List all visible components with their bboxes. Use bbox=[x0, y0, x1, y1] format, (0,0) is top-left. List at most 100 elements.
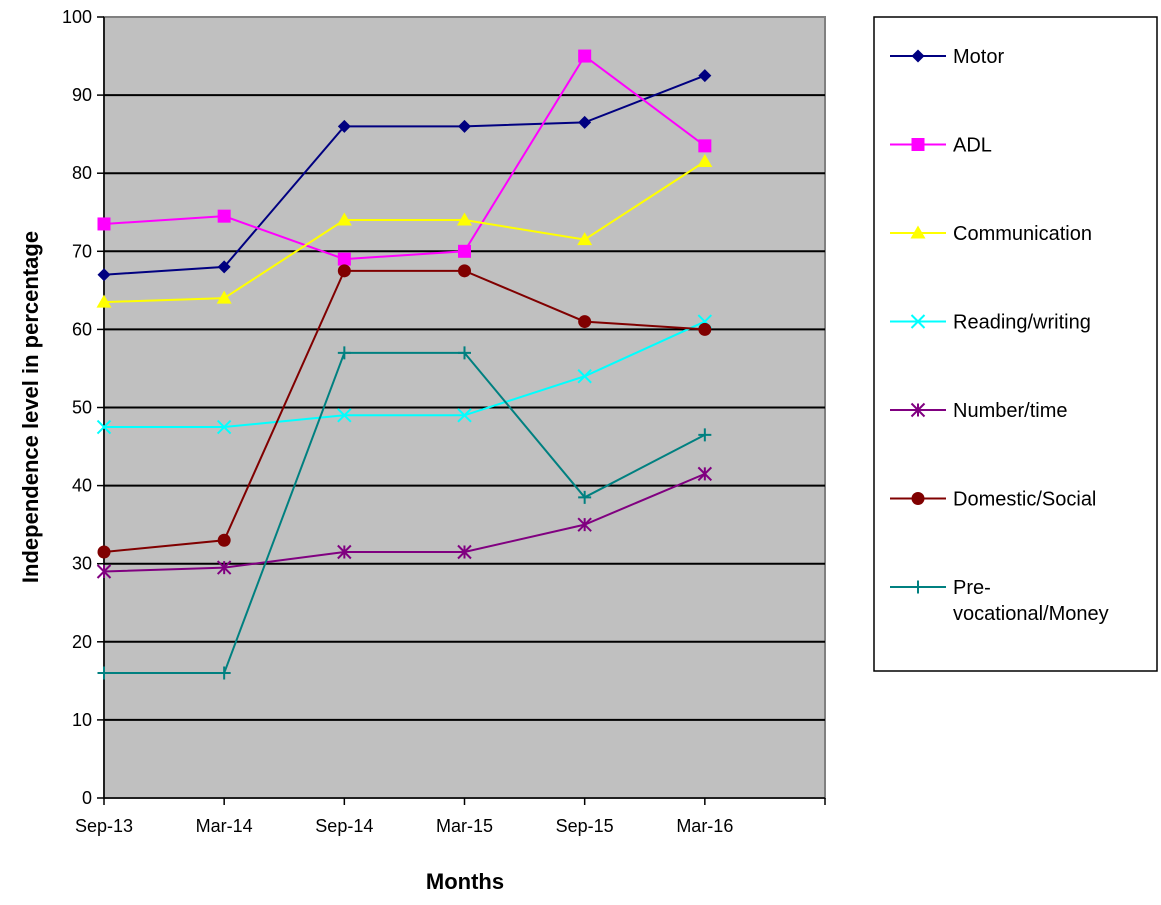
legend-label: Motor bbox=[953, 46, 1004, 68]
legend-item: Number/time bbox=[890, 400, 1067, 422]
legend-item: Motor bbox=[890, 46, 1004, 68]
y-tick-label: 20 bbox=[72, 632, 92, 652]
data-point-marker bbox=[577, 517, 592, 532]
data-point-marker bbox=[911, 138, 925, 151]
data-point-marker bbox=[698, 139, 712, 153]
x-tick-label: Sep-13 bbox=[75, 816, 133, 836]
data-point-marker bbox=[217, 260, 231, 274]
data-point-marker bbox=[578, 490, 592, 504]
data-point-marker bbox=[216, 560, 232, 575]
data-point-marker bbox=[96, 294, 112, 308]
y-tick-label: 70 bbox=[72, 241, 92, 261]
legend-item: Reading/writing bbox=[890, 312, 1091, 334]
data-point-marker bbox=[97, 545, 111, 559]
legend-label: Domestic/Social bbox=[953, 489, 1096, 511]
legend-item: Pre-vocational/Money bbox=[890, 577, 1109, 625]
y-tick-label: 40 bbox=[72, 476, 92, 496]
y-tick-label: 30 bbox=[72, 554, 92, 574]
x-tick-label: Sep-14 bbox=[315, 816, 373, 836]
data-point-marker bbox=[96, 564, 112, 579]
legend-label: Reading/writing bbox=[953, 312, 1091, 334]
data-point-marker bbox=[96, 419, 112, 435]
data-point-marker bbox=[458, 119, 471, 133]
legend-label: ADL bbox=[953, 135, 992, 157]
legend-item: Communication bbox=[890, 223, 1092, 245]
data-point-marker bbox=[337, 264, 351, 278]
series-line bbox=[103, 472, 706, 573]
series-adl bbox=[97, 49, 712, 266]
data-point-marker bbox=[216, 419, 232, 435]
data-point-marker bbox=[910, 402, 926, 418]
series-communication bbox=[96, 153, 713, 308]
legend-label: Communication bbox=[953, 223, 1092, 245]
data-point-marker bbox=[697, 466, 713, 482]
series-line bbox=[104, 351, 706, 675]
data-point-marker bbox=[577, 232, 593, 246]
legend-item: ADL bbox=[890, 135, 992, 157]
series-number-time bbox=[96, 466, 713, 579]
data-point-marker bbox=[97, 268, 111, 282]
y-tick-label: 60 bbox=[72, 319, 92, 339]
data-point-marker bbox=[577, 369, 592, 384]
y-tick-label: 0 bbox=[82, 788, 92, 808]
data-point-marker bbox=[458, 264, 471, 278]
y-tick-label: 90 bbox=[72, 85, 92, 105]
data-point-marker bbox=[337, 408, 352, 423]
data-point-marker bbox=[217, 533, 231, 547]
data-point-marker bbox=[697, 153, 713, 167]
data-point-marker bbox=[217, 209, 231, 223]
series-line bbox=[103, 54, 706, 261]
data-point-marker bbox=[458, 346, 471, 360]
y-tick-label: 10 bbox=[72, 710, 92, 730]
tick-labels: 0 10 20 30 40 50 60 70 80 90 100 Sep-13 Mar-14 Sep-14… bbox=[62, 7, 733, 836]
data-point-marker bbox=[337, 346, 351, 360]
data-point-marker bbox=[217, 666, 231, 680]
series-domestic-social bbox=[97, 264, 712, 559]
series-line bbox=[103, 269, 705, 553]
series-line bbox=[103, 160, 706, 304]
y-tick-label: 100 bbox=[62, 7, 92, 27]
data-point-marker bbox=[911, 580, 925, 594]
data-point-marker bbox=[698, 428, 712, 442]
legend: Motor ADL Communication Reading/writing Numb… bbox=[873, 16, 1158, 672]
y-axis-title: Independence level in percentage bbox=[18, 231, 43, 583]
data-point-marker bbox=[336, 212, 352, 226]
x-tick-label: Sep-15 bbox=[556, 816, 614, 836]
x-tick-label: Mar-16 bbox=[676, 816, 733, 836]
legend-label: Number/time bbox=[953, 400, 1067, 422]
x-tick-label: Mar-15 bbox=[436, 816, 493, 836]
data-point-marker bbox=[337, 119, 351, 133]
legend-box bbox=[873, 16, 1158, 672]
data-point-marker bbox=[698, 69, 712, 83]
series-line bbox=[104, 320, 706, 429]
series-reading-writing bbox=[96, 314, 713, 435]
data-point-marker bbox=[578, 115, 592, 129]
data-point-marker bbox=[911, 492, 925, 505]
series-line bbox=[103, 74, 706, 276]
data-point-marker bbox=[910, 225, 926, 239]
data-point-marker bbox=[97, 217, 111, 231]
data-point-marker bbox=[457, 408, 472, 423]
data-point-marker bbox=[698, 322, 712, 336]
data-point-marker bbox=[337, 252, 351, 266]
x-tick-label: Mar-14 bbox=[196, 816, 253, 836]
data-point-marker bbox=[458, 244, 471, 258]
legend-label: Pre-vocational/Money bbox=[953, 577, 1109, 625]
data-point-marker bbox=[216, 290, 232, 304]
series-pre-vocational-money bbox=[97, 346, 712, 680]
x-axis-title: Months bbox=[426, 869, 504, 894]
y-tick-label: 80 bbox=[72, 163, 92, 183]
data-point-marker bbox=[578, 315, 592, 329]
data-point-marker bbox=[457, 212, 472, 226]
y-tick-label: 50 bbox=[72, 398, 92, 418]
series-group bbox=[96, 49, 713, 680]
data-point-marker bbox=[578, 49, 592, 63]
data-point-marker bbox=[910, 314, 926, 329]
data-point-marker bbox=[457, 544, 472, 560]
legend-item: Domestic/Social bbox=[890, 489, 1096, 511]
series-motor bbox=[97, 69, 712, 282]
data-point-marker bbox=[97, 666, 111, 680]
data-point-marker bbox=[337, 544, 352, 560]
data-point-marker bbox=[911, 49, 925, 63]
